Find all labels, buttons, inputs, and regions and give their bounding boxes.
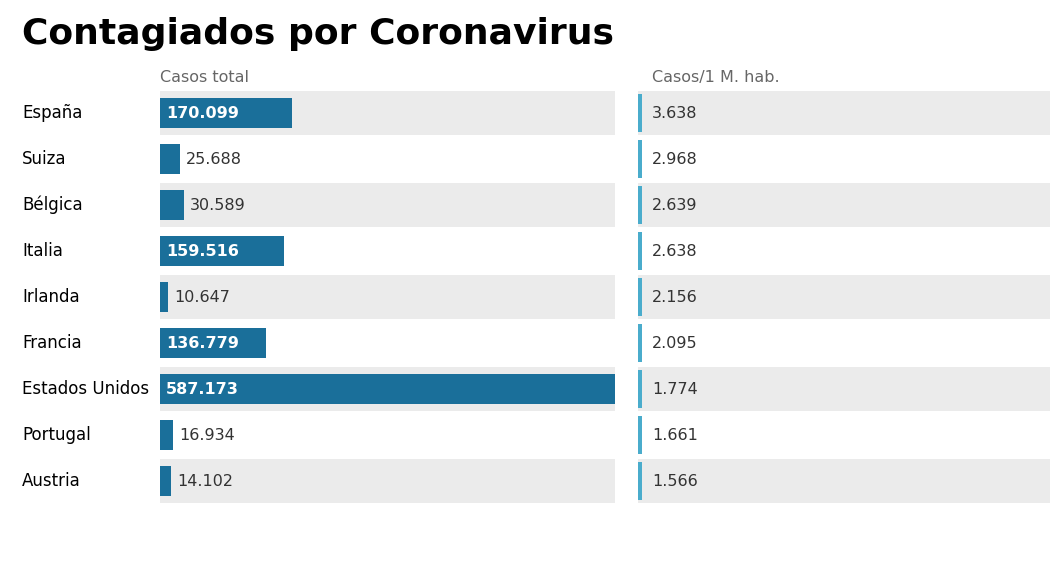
Text: Irlanda: Irlanda bbox=[22, 288, 80, 306]
Text: 25.688: 25.688 bbox=[186, 151, 242, 167]
Text: Casos/1 M. hab.: Casos/1 M. hab. bbox=[652, 70, 779, 85]
Bar bbox=[638, 140, 642, 178]
Bar bbox=[160, 466, 171, 496]
Bar bbox=[160, 91, 615, 135]
Bar bbox=[638, 413, 1050, 457]
Bar bbox=[638, 137, 1050, 181]
Bar bbox=[638, 321, 1050, 365]
Text: 10.647: 10.647 bbox=[174, 289, 230, 305]
Text: Italia: Italia bbox=[22, 242, 63, 260]
Bar bbox=[160, 190, 183, 220]
Text: 2.968: 2.968 bbox=[652, 151, 697, 167]
Text: España: España bbox=[22, 104, 83, 122]
Text: 1.661: 1.661 bbox=[652, 427, 697, 443]
Bar bbox=[638, 94, 642, 132]
Bar bbox=[160, 183, 615, 227]
Bar bbox=[160, 137, 615, 181]
Bar bbox=[638, 275, 1050, 319]
Text: 2.156: 2.156 bbox=[652, 289, 697, 305]
Bar bbox=[160, 282, 169, 312]
Bar bbox=[160, 459, 615, 503]
Text: 587.173: 587.173 bbox=[166, 381, 238, 397]
Bar bbox=[160, 98, 292, 128]
Bar bbox=[160, 420, 173, 450]
Bar bbox=[638, 232, 642, 270]
Text: Francia: Francia bbox=[22, 334, 82, 352]
Text: 2.638: 2.638 bbox=[652, 243, 697, 259]
Bar bbox=[638, 186, 642, 224]
Bar bbox=[160, 328, 266, 358]
Text: 3.638: 3.638 bbox=[652, 105, 697, 121]
Bar bbox=[638, 367, 1050, 411]
Text: 1.566: 1.566 bbox=[652, 473, 697, 489]
Bar bbox=[638, 459, 1050, 503]
Text: Casos total: Casos total bbox=[160, 70, 249, 85]
Bar bbox=[638, 324, 642, 362]
Text: 14.102: 14.102 bbox=[177, 473, 233, 489]
Bar bbox=[160, 229, 615, 273]
Text: Bélgica: Bélgica bbox=[22, 196, 83, 214]
Text: 16.934: 16.934 bbox=[179, 427, 235, 443]
Bar bbox=[638, 370, 642, 408]
Text: 2.639: 2.639 bbox=[652, 197, 697, 213]
Bar bbox=[160, 413, 615, 457]
Text: 1.774: 1.774 bbox=[652, 381, 697, 397]
Bar bbox=[638, 183, 1050, 227]
Bar bbox=[638, 416, 642, 454]
Bar bbox=[160, 236, 284, 266]
Bar bbox=[638, 91, 1050, 135]
Bar bbox=[160, 321, 615, 365]
Text: 30.589: 30.589 bbox=[190, 197, 246, 213]
Text: Suiza: Suiza bbox=[22, 150, 67, 168]
Text: 2.095: 2.095 bbox=[652, 335, 697, 351]
Bar bbox=[160, 374, 615, 404]
Text: 170.099: 170.099 bbox=[166, 105, 238, 121]
Bar bbox=[160, 144, 180, 174]
Bar bbox=[638, 462, 642, 500]
Text: Estados Unidos: Estados Unidos bbox=[22, 380, 149, 398]
Bar bbox=[638, 278, 642, 316]
Text: Austria: Austria bbox=[22, 472, 81, 490]
Bar bbox=[160, 367, 615, 411]
Text: 159.516: 159.516 bbox=[166, 243, 238, 259]
Bar bbox=[638, 229, 1050, 273]
Text: Portugal: Portugal bbox=[22, 426, 91, 444]
Bar bbox=[160, 275, 615, 319]
Text: Contagiados por Coronavirus: Contagiados por Coronavirus bbox=[22, 17, 614, 51]
Text: 136.779: 136.779 bbox=[166, 335, 238, 351]
